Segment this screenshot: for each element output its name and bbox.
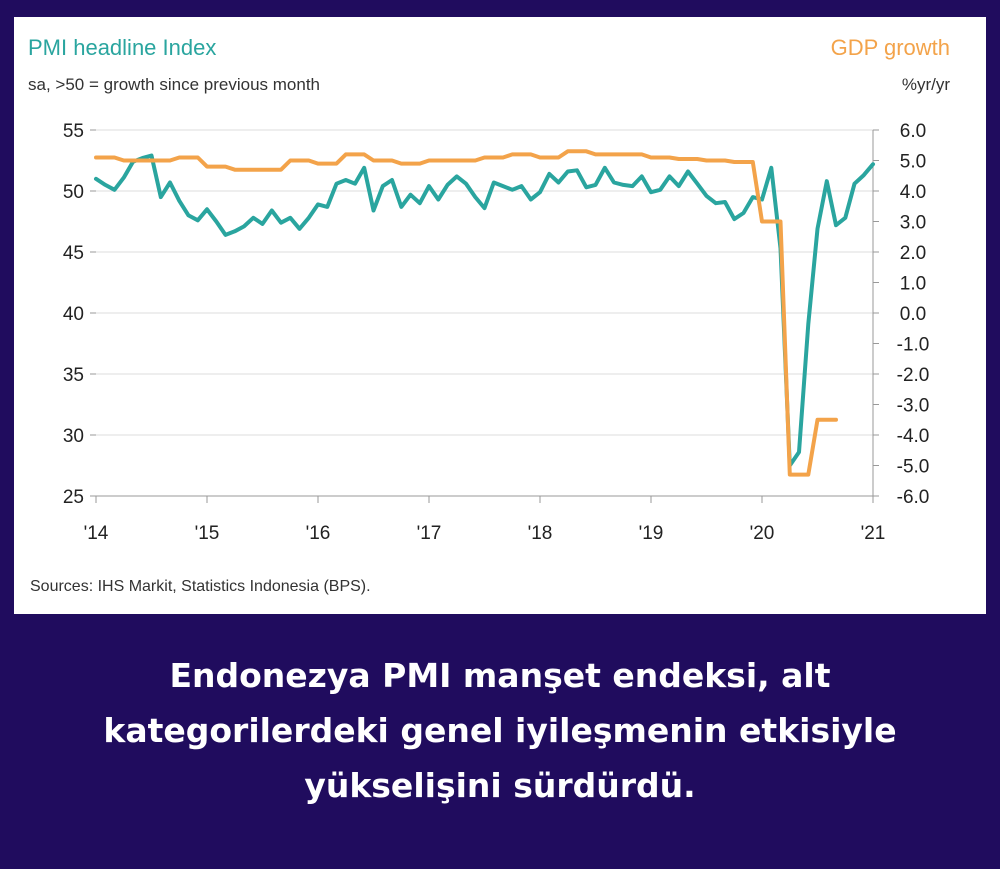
left-tick-label: 25 [63,487,84,508]
left-tick-label: 50 [63,182,84,203]
series-lines [94,149,875,477]
chart-labels: PMI headline Index sa, >50 = growth sinc… [28,35,950,595]
x-tick-label: '21 [861,523,886,544]
right-tick-label: -5.0 [897,457,930,478]
x-tick-label: '18 [528,523,553,544]
right-tick-label: 3.0 [900,213,926,234]
left-axis-title: PMI headline Index [28,35,216,60]
right-tick-label: 4.0 [900,182,926,203]
gdp-line [94,149,838,477]
left-tick-label: 35 [63,365,84,386]
left-tick-label: 30 [63,426,84,447]
right-tick-label: 2.0 [900,243,926,264]
right-tick-label: -1.0 [897,335,930,356]
right-tick-label: -2.0 [897,365,930,386]
pmi-line [94,153,875,468]
left-tick-label: 40 [63,304,84,325]
right-tick-label: 5.0 [900,152,926,173]
right-tick-label: -6.0 [897,487,930,508]
x-tick-label: '17 [417,523,442,544]
left-axis-subtitle: sa, >50 = growth since previous month [28,75,320,94]
x-tick-label: '19 [639,523,664,544]
left-tick-label: 55 [63,121,84,142]
right-axis-unit: %yr/yr [902,75,951,94]
caption: Endonezya PMI manşet endeksi, alt katego… [103,656,897,805]
chart-card: 55 50 45 40 35 30 25 6.0 5.0 4.0 3.0 2.0 1.0 0.0 -1.0 -… [14,17,986,614]
right-tick-label: -3.0 [897,396,930,417]
x-tick-label: '14 [84,523,109,544]
right-tick-label: 1.0 [900,274,926,295]
right-tick-label: -4.0 [897,426,930,447]
x-tick-label: '16 [306,523,331,544]
right-tick-label: 6.0 [900,121,926,142]
x-tick-label: '20 [750,523,775,544]
left-tick-label: 45 [63,243,84,264]
right-axis-title: GDP growth [831,35,950,60]
source-note: Sources: IHS Markit, Statistics Indonesi… [30,578,371,595]
pmi-gdp-chart: 55 50 45 40 35 30 25 6.0 5.0 4.0 3.0 2.0 1.0 0.0 -1.0 -… [28,35,950,595]
right-tick-label: 0.0 [900,304,926,325]
axes: 55 50 45 40 35 30 25 6.0 5.0 4.0 3.0 2.0 1.0 0.0 -1.0 -… [63,121,930,544]
x-tick-label: '15 [195,523,220,544]
